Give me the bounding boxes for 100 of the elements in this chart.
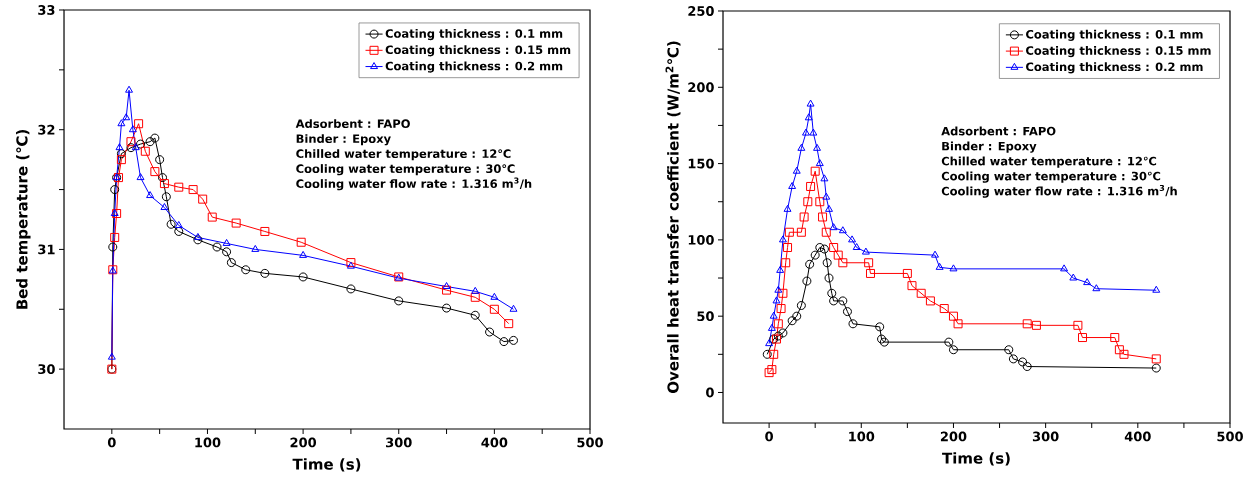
point (1060, 264, 1069, 272)
point (222, 238, 231, 246)
point (802, 276, 812, 286)
x-tick-label: 200 (290, 437, 317, 448)
point (126, 143, 136, 153)
point (251, 244, 260, 252)
point (939, 304, 949, 314)
point (829, 296, 839, 306)
x-tick-label: 400 (1124, 431, 1151, 442)
x-tick-label: 300 (1032, 431, 1059, 442)
annotation: Cooling water temperature : 30℃ (296, 164, 515, 176)
point (485, 327, 495, 337)
point (822, 258, 832, 268)
legend-label: Coating thickness : 0.2 mm (385, 61, 563, 73)
point (136, 173, 145, 181)
point (825, 204, 833, 212)
x-tick-label: 0 (765, 431, 773, 442)
point (442, 303, 452, 313)
point (824, 273, 834, 283)
point (509, 304, 518, 312)
point (953, 319, 963, 329)
point (848, 235, 857, 243)
point (160, 203, 169, 211)
point (150, 133, 160, 143)
point (864, 258, 874, 268)
point (821, 227, 831, 237)
point (140, 146, 150, 156)
x-axis-title: Time (s) (292, 458, 361, 472)
point (207, 212, 217, 222)
point (1004, 345, 1014, 355)
point (935, 262, 944, 270)
point (805, 259, 815, 269)
point (174, 226, 184, 236)
point (861, 247, 870, 255)
point (819, 244, 829, 254)
point (1073, 320, 1083, 330)
point (778, 288, 788, 298)
point (1151, 363, 1161, 373)
annotation: Cooling water temperature : 30℃ (941, 171, 1161, 183)
point (773, 319, 783, 329)
point (1119, 349, 1129, 359)
x-tick-label: 500 (577, 437, 603, 448)
annotation: Adsorbent : FAPO (295, 119, 410, 129)
point (107, 352, 116, 360)
annotation: Binder : Epoxy (942, 141, 1037, 153)
point (916, 288, 926, 298)
point (110, 185, 120, 195)
point (1114, 345, 1124, 355)
point (116, 149, 126, 159)
point (948, 311, 958, 321)
point (838, 296, 848, 306)
point (1008, 354, 1018, 364)
point (1022, 319, 1032, 329)
point (298, 272, 308, 282)
point (442, 285, 452, 295)
point (166, 219, 176, 229)
point (126, 137, 136, 147)
point (1151, 354, 1161, 364)
point (1152, 285, 1161, 293)
point (122, 113, 131, 121)
point (241, 265, 251, 275)
point (1078, 333, 1088, 343)
point (504, 319, 514, 329)
point (778, 328, 788, 338)
point (442, 282, 451, 290)
point (1092, 284, 1101, 292)
point (815, 197, 825, 207)
point (925, 296, 935, 306)
point (222, 247, 232, 257)
x-tick-label: 100 (195, 437, 221, 448)
point (226, 258, 236, 268)
point (110, 232, 120, 242)
point (159, 179, 169, 189)
point (125, 85, 134, 93)
point (784, 227, 794, 237)
point (131, 143, 140, 151)
point (155, 155, 165, 165)
point (776, 265, 785, 273)
point (499, 337, 509, 347)
point (806, 99, 815, 107)
point (803, 197, 813, 207)
point (842, 307, 852, 317)
point (769, 311, 778, 319)
point (781, 258, 791, 268)
annotation: Adsorbent : FAPO (941, 126, 1056, 136)
point (470, 310, 480, 320)
point (1031, 320, 1041, 330)
point (193, 235, 203, 245)
point (815, 243, 825, 253)
point (490, 292, 499, 300)
point (792, 166, 801, 174)
annotation: Chilled water temperature : 12℃ (941, 156, 1157, 168)
x-tick-label: 100 (849, 431, 875, 442)
point (260, 226, 270, 236)
point (783, 204, 792, 212)
y-tick-label: 31 (38, 244, 55, 255)
point (158, 173, 168, 183)
point (806, 181, 816, 191)
point (774, 285, 783, 293)
y-tick-label: 200 (688, 82, 714, 93)
